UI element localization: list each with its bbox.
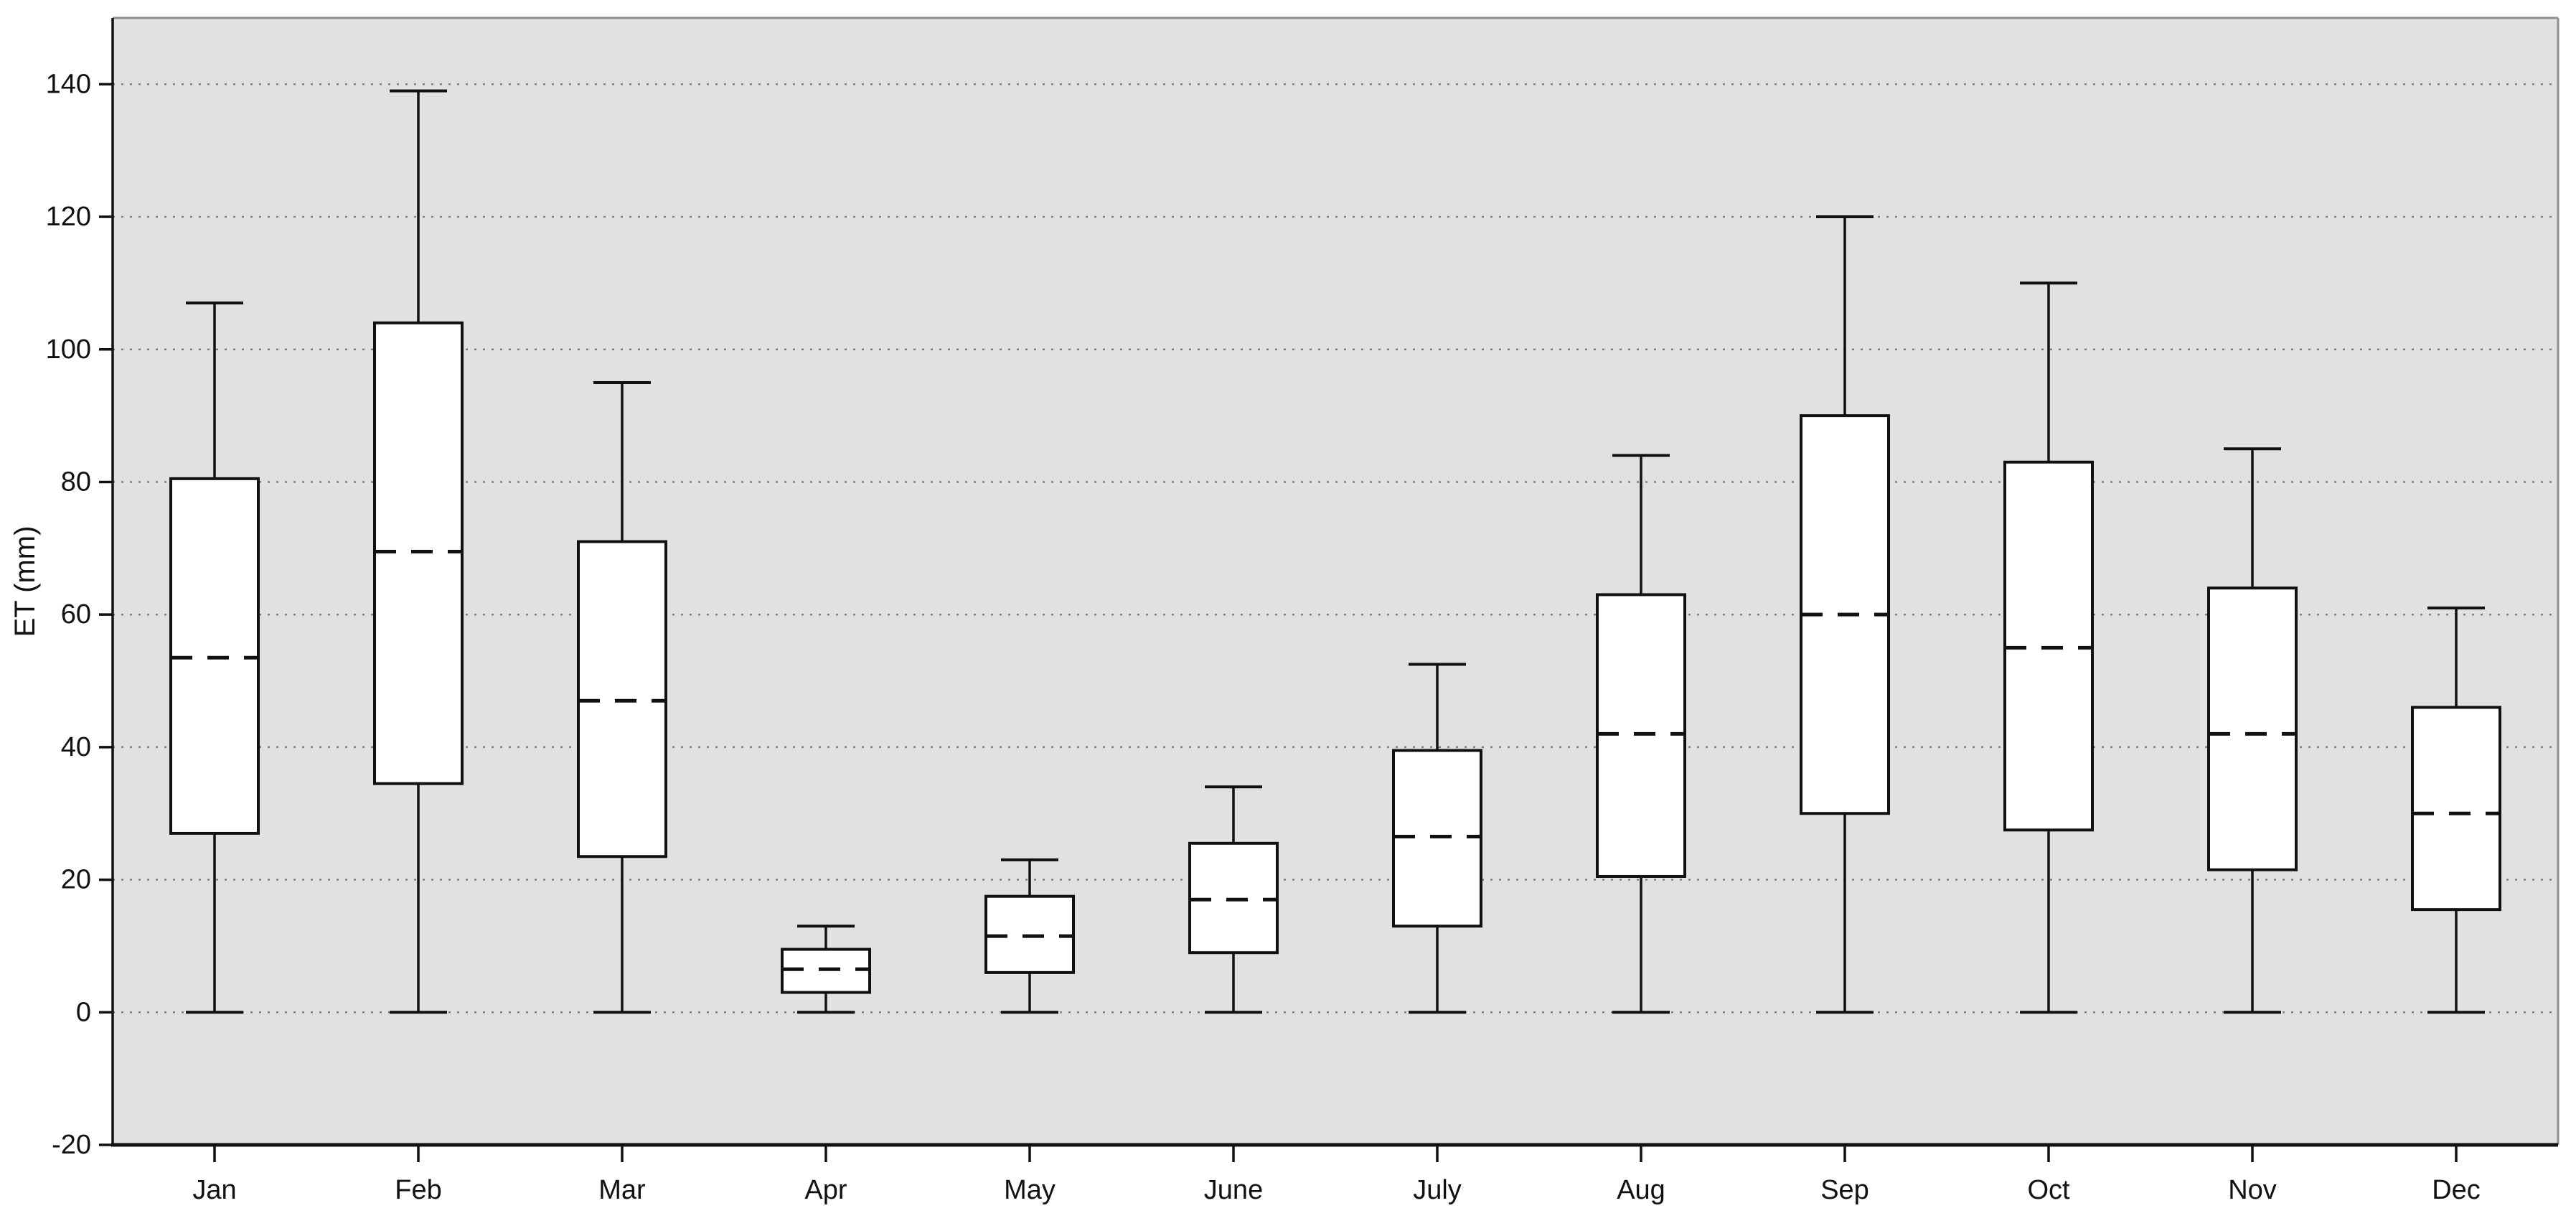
box-group-Feb — [373, 89, 464, 1014]
box-group-Aug — [1596, 454, 1686, 1014]
y-tick-label-100: 100 — [46, 334, 91, 365]
y-tick-label-120: 120 — [46, 202, 91, 232]
x-tick-label-Jan: Jan — [192, 1175, 236, 1205]
plot-area-background — [113, 18, 2558, 1145]
x-tick-label-Aug: Aug — [1617, 1175, 1665, 1205]
iqr-box — [2207, 586, 2298, 871]
x-tick-label-July: July — [1413, 1175, 1462, 1205]
box-group-Dec — [2411, 606, 2501, 1014]
x-tick-label-Feb: Feb — [395, 1175, 441, 1205]
x-tick-label-Mar: Mar — [598, 1175, 646, 1205]
box-group-Apr — [781, 925, 871, 1014]
x-tick-label-Sep: Sep — [1820, 1175, 1869, 1205]
gridlines — [113, 83, 2558, 1014]
box-group-Nov — [2207, 447, 2298, 1014]
iqr-box — [2411, 706, 2501, 912]
x-tick-label-Dec: Dec — [2432, 1175, 2481, 1205]
y-axis-title: ET (mm) — [9, 526, 41, 637]
box-group-May — [984, 858, 1075, 1014]
y-tick-label-80: 80 — [61, 467, 91, 497]
y-tick-label-20: 20 — [61, 865, 91, 895]
y-axis: 140 120 100 80 60 40 20 0 -20 — [46, 69, 113, 1160]
y-tick-label-140: 140 — [46, 69, 91, 99]
x-tick-label-May: May — [1004, 1175, 1056, 1205]
y-tick-label-0: 0 — [76, 997, 91, 1027]
box-group-June — [1188, 785, 1279, 1014]
plot-frame — [111, 17, 2559, 1147]
boxes — [169, 89, 2501, 1014]
box-group-Jan — [169, 301, 260, 1014]
box-group-July — [1392, 663, 1482, 1014]
x-tick-label-Oct: Oct — [2027, 1175, 2070, 1205]
y-tick-label-60: 60 — [61, 599, 91, 630]
box-group-Sep — [1800, 215, 1890, 1014]
box-group-Oct — [2003, 281, 2094, 1014]
x-tick-label-Nov: Nov — [2228, 1175, 2277, 1205]
x-tick-label-June: June — [1204, 1175, 1263, 1205]
x-axis: Jan Feb Mar Apr May June July Aug Sep Oct Nov Dec — [192, 1145, 2481, 1205]
box-group-Mar — [577, 380, 667, 1014]
y-tick-label--20: -20 — [52, 1130, 91, 1160]
x-tick-label-Apr: Apr — [804, 1175, 847, 1205]
y-tick-label-40: 40 — [61, 732, 91, 762]
